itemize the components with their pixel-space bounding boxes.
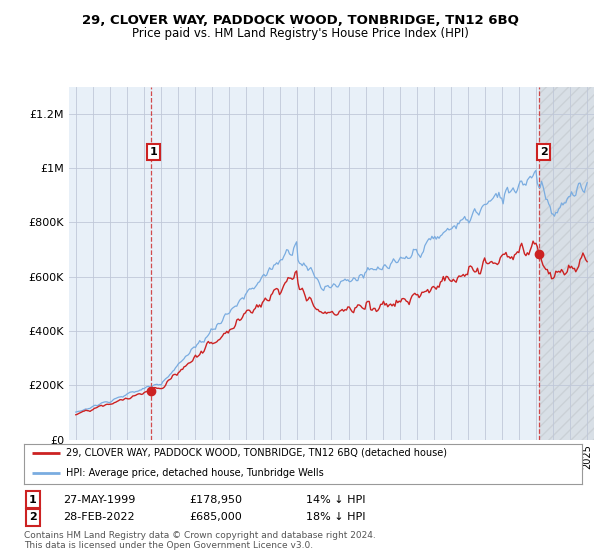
Text: 2: 2 — [540, 147, 548, 157]
Text: £685,000: £685,000 — [189, 512, 242, 522]
Text: Contains HM Land Registry data © Crown copyright and database right 2024.
This d: Contains HM Land Registry data © Crown c… — [24, 531, 376, 550]
Text: 1: 1 — [29, 494, 37, 505]
Text: 18% ↓ HPI: 18% ↓ HPI — [306, 512, 365, 522]
Text: 29, CLOVER WAY, PADDOCK WOOD, TONBRIDGE, TN12 6BQ (detached house): 29, CLOVER WAY, PADDOCK WOOD, TONBRIDGE,… — [66, 448, 447, 458]
Text: Price paid vs. HM Land Registry's House Price Index (HPI): Price paid vs. HM Land Registry's House … — [131, 27, 469, 40]
Text: £178,950: £178,950 — [189, 494, 242, 505]
Text: 29, CLOVER WAY, PADDOCK WOOD, TONBRIDGE, TN12 6BQ: 29, CLOVER WAY, PADDOCK WOOD, TONBRIDGE,… — [82, 14, 518, 27]
Text: 28-FEB-2022: 28-FEB-2022 — [63, 512, 134, 522]
Text: HPI: Average price, detached house, Tunbridge Wells: HPI: Average price, detached house, Tunb… — [66, 468, 323, 478]
Text: 14% ↓ HPI: 14% ↓ HPI — [306, 494, 365, 505]
Text: 27-MAY-1999: 27-MAY-1999 — [63, 494, 136, 505]
Text: 2: 2 — [29, 512, 37, 522]
Bar — [539, 87, 594, 440]
Text: 1: 1 — [149, 147, 157, 157]
